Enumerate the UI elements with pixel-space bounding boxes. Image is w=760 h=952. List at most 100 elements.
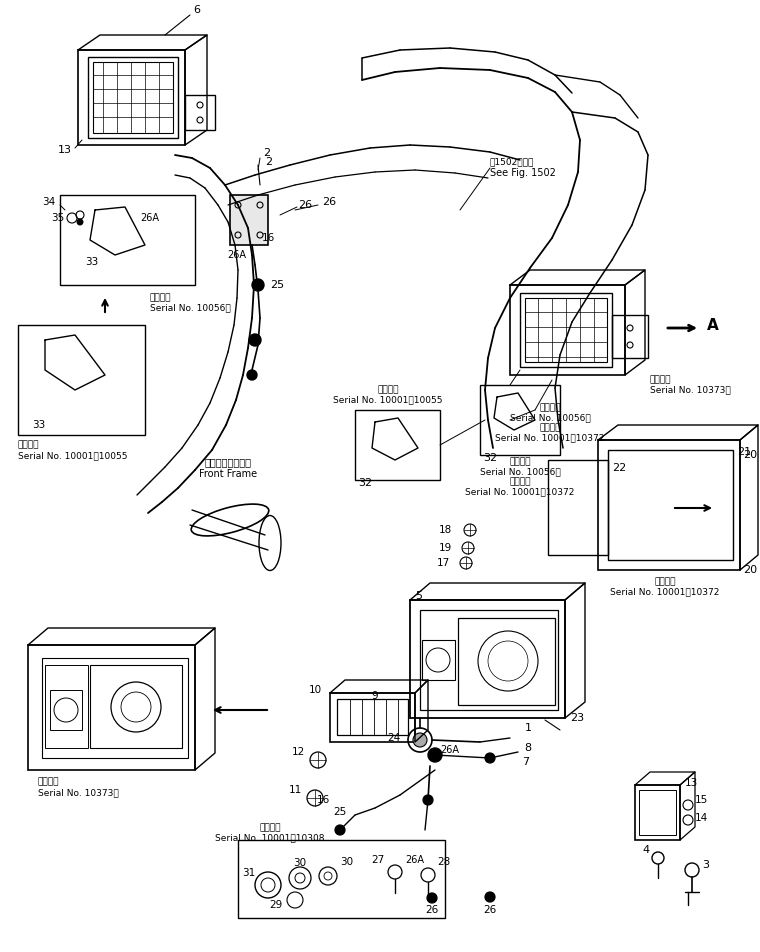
Bar — [28, 645, 195, 770]
Text: 3: 3 — [702, 860, 709, 870]
Text: Serial No. 10056～: Serial No. 10056～ — [510, 413, 591, 423]
Text: 26: 26 — [426, 905, 439, 915]
Text: 30: 30 — [340, 857, 353, 867]
Text: Serial No. 10001～10372: Serial No. 10001～10372 — [610, 587, 720, 597]
Text: 26: 26 — [483, 905, 496, 915]
Text: 適用号機: 適用号機 — [654, 578, 676, 586]
Text: Serial No. 10056～: Serial No. 10056～ — [150, 304, 231, 312]
Text: 20: 20 — [743, 565, 757, 575]
Text: 7: 7 — [522, 757, 529, 767]
Text: 21: 21 — [737, 447, 751, 457]
Text: Serial No. 10001～10308: Serial No. 10001～10308 — [215, 834, 325, 843]
Bar — [185, 95, 215, 130]
Bar — [238, 840, 445, 918]
Bar — [18, 325, 145, 435]
Text: 適用号機: 適用号機 — [509, 458, 530, 466]
Bar — [639, 790, 676, 835]
Bar — [598, 440, 740, 570]
Text: 18: 18 — [439, 525, 452, 535]
Text: 31: 31 — [242, 868, 255, 878]
Text: 適用号機: 適用号機 — [38, 778, 59, 786]
Text: 適用号機: 適用号機 — [650, 375, 672, 385]
Bar — [330, 693, 415, 742]
Text: 12: 12 — [292, 747, 305, 757]
Text: 13: 13 — [685, 778, 698, 788]
Text: 32: 32 — [483, 453, 497, 463]
Bar — [45, 665, 88, 748]
Bar — [410, 600, 565, 718]
Text: 32: 32 — [358, 478, 372, 488]
Text: 24: 24 — [387, 733, 400, 743]
Bar — [420, 610, 558, 710]
Bar — [548, 460, 608, 555]
Text: 26: 26 — [322, 197, 336, 207]
Text: 33: 33 — [85, 257, 98, 267]
Text: 10: 10 — [309, 685, 322, 695]
Bar — [525, 298, 607, 362]
Text: 17: 17 — [437, 558, 450, 568]
Text: Front Frame: Front Frame — [199, 469, 257, 479]
Text: 適用号機: 適用号機 — [259, 823, 280, 832]
Text: Serial No. 10001～10055: Serial No. 10001～10055 — [18, 451, 128, 461]
Text: 11: 11 — [289, 785, 302, 795]
Text: 26: 26 — [298, 200, 312, 210]
Text: 適用号機: 適用号機 — [18, 441, 40, 449]
Text: See Fig. 1502: See Fig. 1502 — [490, 168, 556, 178]
Circle shape — [77, 219, 83, 225]
Text: 19: 19 — [439, 543, 452, 553]
Text: 27: 27 — [372, 855, 385, 865]
Text: 29: 29 — [269, 900, 282, 910]
Text: 33: 33 — [32, 420, 46, 430]
Bar — [42, 658, 188, 758]
Bar — [50, 690, 82, 730]
Text: 16: 16 — [317, 795, 330, 805]
Bar — [230, 195, 268, 245]
Text: 25: 25 — [334, 807, 347, 817]
Bar — [93, 62, 173, 133]
Bar — [78, 50, 185, 145]
Bar — [458, 618, 555, 705]
Text: Serial No. 10001～10055: Serial No. 10001～10055 — [333, 395, 443, 405]
Text: 23: 23 — [570, 713, 584, 723]
Circle shape — [423, 795, 433, 805]
Text: 26A: 26A — [140, 213, 159, 223]
Circle shape — [428, 748, 442, 762]
Text: 28: 28 — [437, 857, 450, 867]
Bar — [520, 293, 612, 367]
Text: 適用号機: 適用号機 — [540, 424, 561, 432]
Text: A: A — [707, 318, 719, 332]
Circle shape — [485, 892, 495, 902]
Text: Serial No. 10056～: Serial No. 10056～ — [480, 467, 560, 477]
Text: 22: 22 — [612, 463, 626, 473]
Text: 4: 4 — [643, 845, 650, 855]
Text: 6: 6 — [193, 5, 200, 15]
Text: 適用号機: 適用号機 — [540, 404, 561, 412]
Text: 25: 25 — [270, 280, 284, 290]
Text: 16: 16 — [262, 233, 275, 243]
Bar — [60, 195, 195, 285]
Bar — [608, 450, 733, 560]
Bar — [422, 640, 455, 680]
Circle shape — [249, 334, 261, 346]
Text: 適用号機: 適用号機 — [150, 293, 172, 303]
Text: 26A: 26A — [440, 745, 459, 755]
Bar — [612, 315, 648, 358]
Text: Serial No. 10001～10372: Serial No. 10001～10372 — [496, 433, 605, 443]
Text: 34: 34 — [42, 197, 55, 207]
Text: 13: 13 — [58, 145, 72, 155]
Text: 2: 2 — [263, 148, 270, 158]
Text: 20: 20 — [743, 450, 757, 460]
Circle shape — [427, 893, 437, 903]
Text: 5: 5 — [415, 591, 422, 601]
Circle shape — [335, 825, 345, 835]
Circle shape — [247, 370, 257, 380]
Circle shape — [252, 279, 264, 291]
Text: 9: 9 — [372, 691, 378, 701]
Circle shape — [485, 753, 495, 763]
Bar — [337, 699, 408, 735]
Bar — [90, 665, 182, 748]
Text: 適用号機: 適用号機 — [509, 478, 530, 486]
Text: 35: 35 — [51, 213, 64, 223]
Text: 26A: 26A — [406, 855, 425, 865]
Text: Serial No. 10001～10372: Serial No. 10001～10372 — [465, 487, 575, 497]
